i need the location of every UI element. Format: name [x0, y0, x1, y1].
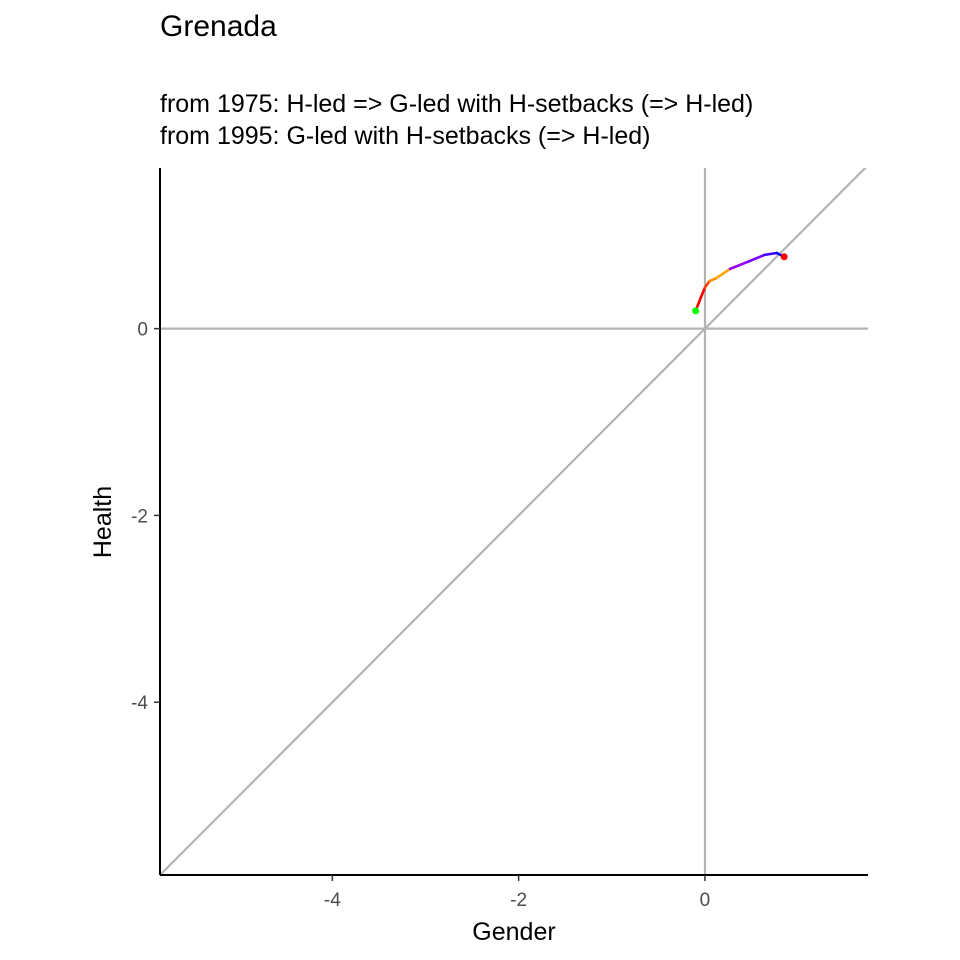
- x-tick-label: -2: [510, 890, 527, 911]
- x-tick-label: -4: [324, 890, 341, 911]
- reference-lines: [160, 168, 868, 875]
- reference-line-diagonal: [160, 168, 867, 875]
- x-tick-label: 0: [700, 890, 711, 911]
- y-tick-label: 0: [137, 320, 148, 341]
- trajectory-segment: [747, 253, 766, 263]
- trajectory-segment: [714, 267, 732, 280]
- trajectory-segment: [703, 279, 711, 289]
- x-axis-title: Gender: [472, 918, 555, 946]
- y-tick-label: -4: [131, 693, 148, 714]
- y-tick-label: -2: [131, 506, 148, 527]
- trajectory-segment: [699, 286, 707, 301]
- trajectory-segment: [728, 260, 751, 271]
- chart-subtitle-line-2: from 1995: G-led with H-setbacks (=> H-l…: [160, 122, 651, 150]
- chart-title: Grenada: [160, 10, 277, 43]
- trajectory-end-point: [780, 253, 788, 261]
- chart-subtitle-line-1: from 1975: H-led => G-led with H-setback…: [160, 90, 754, 118]
- trajectory-start-point: [692, 307, 700, 315]
- y-axis-title: Health: [89, 486, 117, 558]
- trajectory: [692, 251, 788, 315]
- trajectory-segment: [763, 251, 779, 257]
- axes: -4 -2 0 0 -2 -4: [131, 168, 868, 911]
